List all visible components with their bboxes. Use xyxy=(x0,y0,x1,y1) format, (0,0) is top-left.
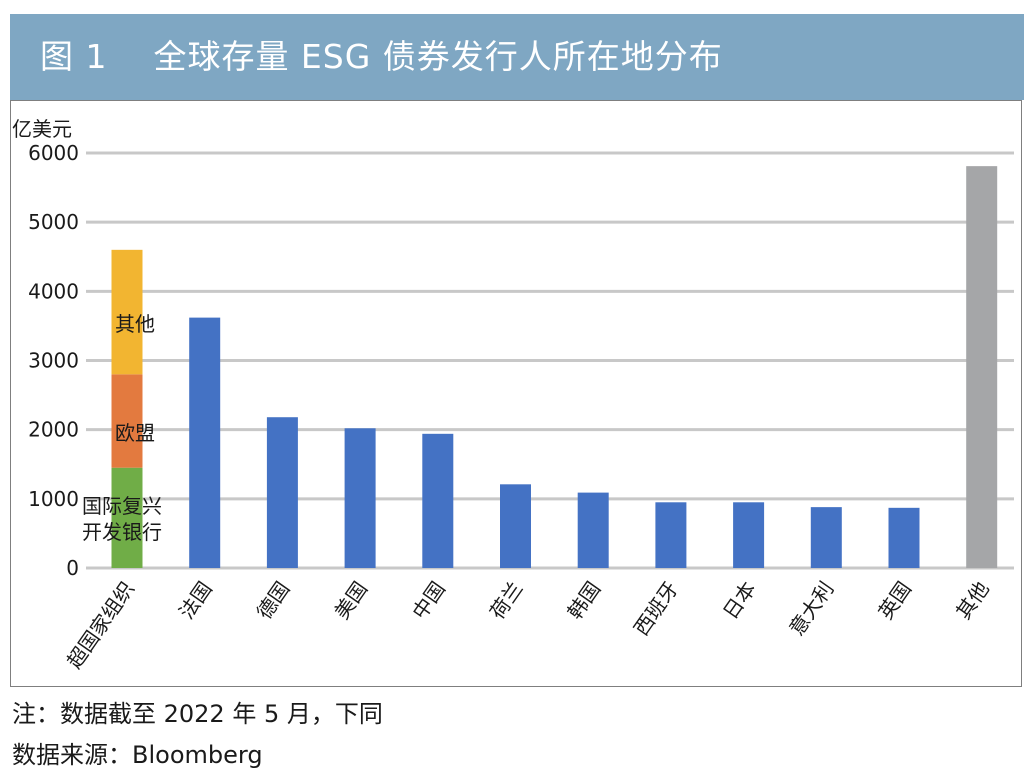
x-tick-label: 荷兰 xyxy=(485,577,528,624)
chart-frame: 0 1000 2000 3000 4000 5000 6000 亿美元超国家组织 法国 德国 美国中… xyxy=(10,100,1022,687)
x-tick-label: 日本 xyxy=(718,577,761,624)
y-axis-label: 亿美元 xyxy=(12,117,72,141)
bar-chart: 0 1000 2000 3000 4000 5000 6000亿美元超国家组织 法国 德国 美国中… xyxy=(12,117,1014,673)
stack-segment-label: 其他 xyxy=(115,312,155,336)
x-tick-label: 意大利 xyxy=(784,577,838,640)
bar xyxy=(266,417,298,568)
x-tick-label: 超国家组织 xyxy=(62,577,139,673)
bar xyxy=(189,317,221,568)
y-tick-label: 4000 xyxy=(28,279,79,303)
y-tick-label: 6000 xyxy=(28,141,79,165)
bar xyxy=(966,166,998,568)
footnote: 注：数据截至 2022 年 5 月，下同 xyxy=(12,700,383,728)
bar xyxy=(655,502,687,568)
stack-segment-label: 欧盟 xyxy=(115,421,155,445)
figure-title: 图 1 全球存量 ESG 债券发行人所在地分布 xyxy=(40,37,723,76)
x-tick-label: 西班牙 xyxy=(629,577,683,640)
bar xyxy=(577,492,609,568)
bar xyxy=(888,507,920,568)
stacked-bar-segment xyxy=(111,374,143,468)
x-tick-label: 英国 xyxy=(873,577,916,624)
x-tick-label: 韩国 xyxy=(563,577,606,624)
x-tick-label: 其他 xyxy=(951,577,994,624)
y-tick-label: 3000 xyxy=(28,349,79,373)
x-tick-label: 中国 xyxy=(407,577,450,624)
y-tick-label: 5000 xyxy=(28,210,79,234)
bar xyxy=(810,507,842,568)
y-tick-label: 2000 xyxy=(28,418,79,442)
y-tick-label: 0 xyxy=(66,556,79,580)
bar xyxy=(500,484,531,568)
source-note: 数据来源：Bloomberg xyxy=(12,741,263,769)
stack-segment-label: 国际复兴开发银行 xyxy=(82,494,162,544)
stacked-bar-segment xyxy=(111,467,143,568)
x-tick-label: 德国 xyxy=(252,577,295,624)
x-tick-label: 法国 xyxy=(174,577,217,624)
bar xyxy=(422,433,454,568)
y-tick-label: 1000 xyxy=(28,487,79,511)
bar xyxy=(733,502,765,568)
title-banner: 图 1 全球存量 ESG 债券发行人所在地分布 xyxy=(10,14,1024,100)
bar xyxy=(344,428,376,568)
x-tick-label: 美国 xyxy=(330,577,373,624)
stacked-bar-segment xyxy=(111,249,143,375)
